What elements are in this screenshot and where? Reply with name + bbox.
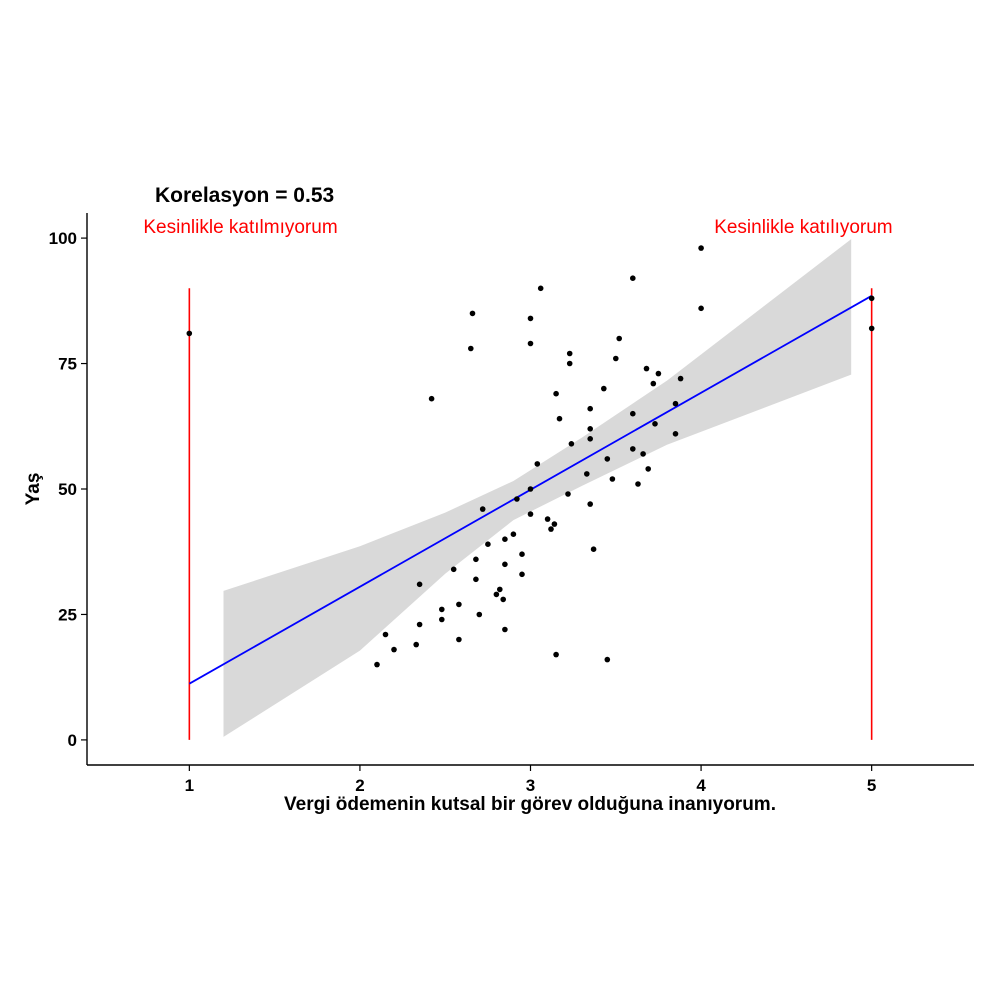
data-point — [630, 446, 636, 452]
annotation-label: Kesinlikle katılmıyorum — [143, 217, 337, 238]
data-point — [456, 601, 462, 608]
data-point — [413, 641, 420, 648]
annotations-layer: Kesinlikle katılmıyorum Kesinlikle katılı… — [143, 217, 892, 238]
data-point — [485, 541, 491, 547]
x-tick-label: 5 — [867, 776, 876, 795]
data-point — [416, 581, 423, 588]
data-point — [566, 360, 573, 367]
data-point — [548, 526, 554, 532]
data-point — [650, 380, 657, 387]
data-point — [587, 501, 593, 507]
data-point — [519, 571, 525, 578]
data-point — [630, 410, 636, 417]
data-point — [527, 340, 534, 347]
data-point — [553, 390, 559, 397]
data-point — [604, 456, 611, 462]
data-point — [428, 395, 435, 402]
y-tick-label: 50 — [58, 480, 77, 499]
data-point — [604, 656, 611, 663]
data-point — [493, 591, 500, 598]
data-point — [645, 466, 651, 472]
reference-lines-layer — [188, 288, 873, 740]
data-point — [616, 335, 622, 342]
data-point — [672, 400, 679, 407]
data-point — [527, 486, 534, 492]
data-point — [456, 636, 462, 643]
data-point — [590, 546, 597, 552]
data-point — [473, 576, 479, 583]
y-axis-label: Yaş — [23, 473, 44, 506]
points-layer — [186, 245, 875, 668]
data-point — [655, 370, 662, 377]
data-point — [698, 305, 704, 312]
x-tick-label: 1 — [185, 776, 194, 795]
data-point — [469, 310, 476, 317]
y-tick-label: 25 — [58, 605, 77, 624]
data-point — [587, 405, 593, 412]
data-point — [544, 516, 551, 522]
data-point — [587, 426, 593, 432]
data-point — [556, 415, 563, 422]
data-point — [643, 365, 650, 372]
data-point — [868, 295, 875, 302]
data-point — [391, 646, 397, 653]
data-point — [601, 385, 607, 392]
data-point — [677, 375, 684, 382]
data-point — [502, 561, 508, 568]
annotation-label: Kesinlikle katılıyorum — [714, 217, 892, 238]
y-tick-label: 0 — [68, 731, 77, 750]
data-point — [514, 496, 520, 502]
data-point — [468, 345, 474, 352]
data-point — [565, 491, 571, 497]
data-point — [566, 350, 573, 357]
data-point — [439, 616, 445, 623]
data-point — [382, 631, 389, 638]
confidence-band — [223, 239, 852, 737]
data-point — [500, 596, 507, 603]
data-point — [476, 611, 483, 618]
data-point — [553, 651, 559, 658]
data-point — [698, 245, 704, 251]
data-point — [613, 355, 619, 362]
data-point — [534, 461, 541, 467]
confidence-band-layer — [223, 239, 852, 737]
data-point — [568, 441, 575, 447]
x-tick-label: 3 — [526, 776, 535, 795]
data-point — [502, 536, 508, 542]
data-point — [635, 481, 641, 487]
data-point — [672, 431, 679, 437]
data-point — [439, 606, 445, 613]
data-point — [502, 626, 508, 633]
x-tick-label: 4 — [696, 776, 706, 795]
data-point — [450, 566, 457, 573]
data-point — [587, 436, 593, 442]
chart-title: Korelasyon = 0.53 — [155, 184, 334, 207]
data-point — [374, 661, 380, 668]
data-point — [537, 285, 544, 292]
data-point — [609, 476, 616, 482]
data-point — [473, 556, 479, 563]
x-ticks: 1 2 3 4 5 — [185, 765, 876, 795]
y-tick-label: 100 — [49, 229, 77, 248]
data-point — [584, 471, 590, 477]
x-axis-label: Vergi ödemenin kutsal bir görev olduğuna… — [284, 794, 776, 815]
data-point — [186, 330, 193, 337]
data-point — [630, 275, 636, 282]
y-tick-label: 75 — [58, 355, 77, 374]
data-point — [652, 421, 658, 427]
data-point — [868, 325, 875, 332]
data-point — [640, 451, 646, 457]
data-point — [551, 521, 558, 527]
data-point — [527, 315, 534, 322]
data-point — [519, 551, 525, 557]
x-tick-label: 2 — [355, 776, 364, 795]
y-ticks: 0 25 50 75 100 — [49, 229, 87, 750]
data-point — [479, 506, 486, 512]
data-point — [416, 621, 423, 628]
data-point — [510, 531, 517, 537]
data-point — [527, 511, 534, 517]
data-point — [497, 586, 503, 593]
